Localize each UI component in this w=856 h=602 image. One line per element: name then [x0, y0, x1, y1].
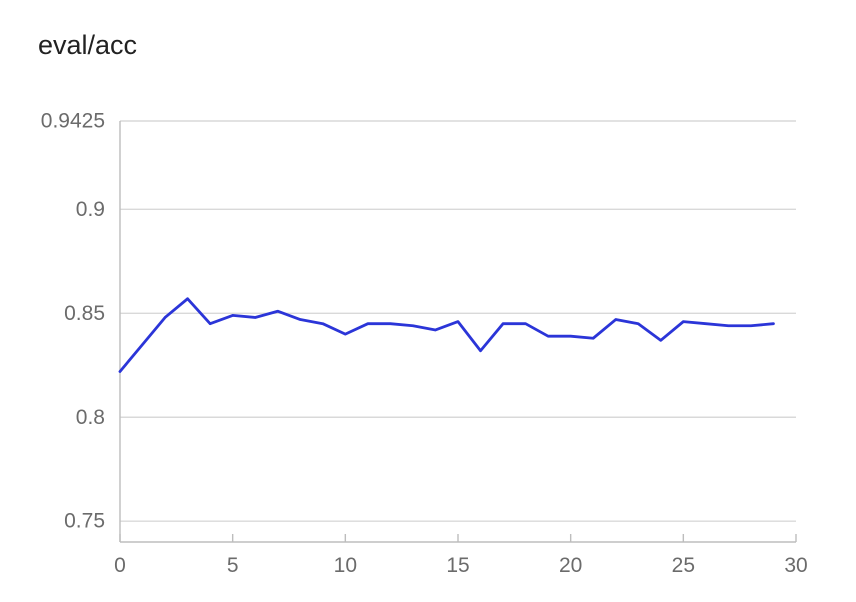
data-point [456, 320, 460, 323]
data-point [366, 322, 370, 325]
y-tick-label: 0.85 [64, 302, 105, 325]
y-tick-label: 0.9425 [41, 110, 105, 133]
series-layer [118, 297, 775, 373]
x-tick-label: 10 [334, 554, 357, 577]
chart-title: eval/acc [38, 30, 138, 60]
data-point [276, 310, 279, 313]
data-point [749, 324, 753, 327]
data-point [231, 314, 234, 317]
y-tick-label: 0.9 [76, 198, 105, 221]
gridlines [120, 120, 796, 522]
data-point [321, 322, 324, 325]
data-point [163, 316, 167, 319]
series-line [118, 297, 775, 373]
data-point [501, 322, 505, 325]
axes [119, 121, 796, 543]
data-point [299, 318, 302, 321]
data-point [772, 322, 775, 325]
x-tick-label: 25 [672, 554, 695, 577]
data-point [704, 322, 708, 325]
data-point [254, 316, 257, 319]
data-point [637, 322, 640, 325]
x-tick-label: 0 [114, 554, 126, 577]
data-point [592, 337, 595, 340]
data-point [479, 349, 482, 352]
x-tick-label: 30 [784, 554, 807, 577]
data-point [659, 339, 662, 342]
x-tick-label: 15 [446, 554, 469, 577]
data-point [682, 320, 685, 323]
y-tick-label: 0.8 [76, 406, 105, 429]
data-point [344, 332, 347, 336]
data-point [389, 322, 392, 325]
data-point [208, 322, 212, 325]
data-point [141, 343, 144, 346]
y-tick-label: 0.75 [64, 510, 105, 533]
data-point [727, 324, 730, 327]
x-tick-label: 20 [559, 554, 582, 577]
data-point [118, 370, 122, 373]
data-point [524, 322, 527, 325]
data-point [569, 334, 572, 338]
data-point [411, 324, 415, 327]
x-tick-label: 5 [227, 554, 239, 577]
data-point [546, 334, 550, 338]
y-axis-ticks: 0.75 0.8 0.85 0.9 0.9425 [41, 110, 105, 533]
data-point [186, 297, 189, 300]
x-axis-ticks: 0 5 10 15 20 25 30 [114, 534, 808, 577]
data-point [434, 328, 437, 332]
data-point [614, 318, 617, 321]
